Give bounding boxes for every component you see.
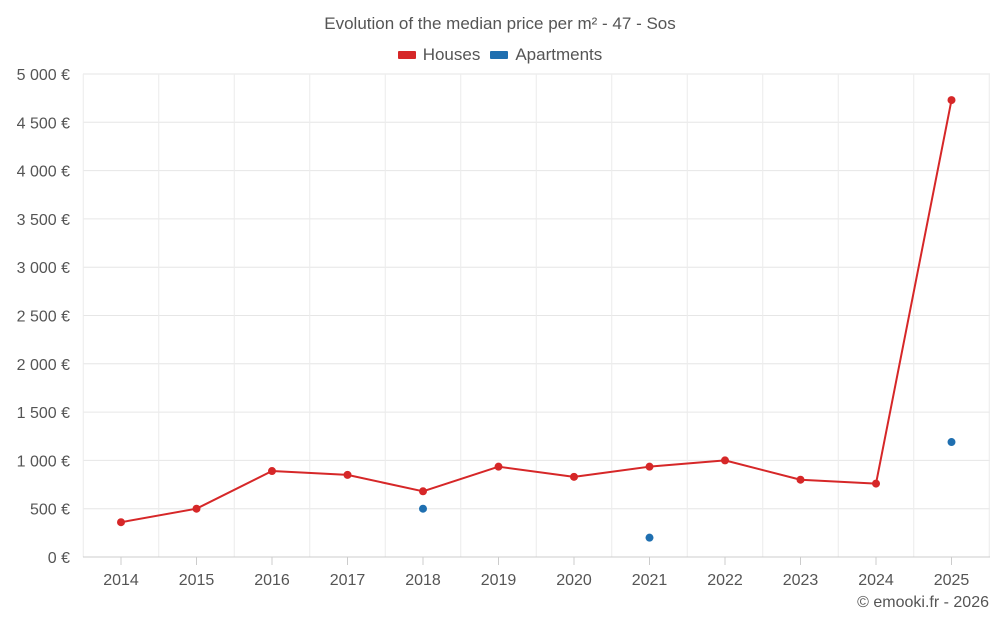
x-tick-label: 2021 [632, 572, 668, 589]
data-point-houses [494, 462, 503, 471]
data-point-apartments [645, 533, 654, 542]
data-point-houses [343, 470, 352, 479]
y-tick-label: 1 500 € [17, 405, 70, 422]
data-point-houses [570, 472, 578, 481]
y-tick-label: 0 € [48, 550, 70, 567]
x-tick-label: 2014 [103, 572, 139, 589]
data-point-apartments [947, 438, 956, 447]
y-tick-label: 5 000 € [17, 67, 70, 84]
y-tick-label: 4 500 € [17, 115, 70, 132]
y-tick-label: 3 500 € [17, 212, 70, 229]
series-line-houses [120, 99, 953, 524]
chart-title: Evolution of the median price per m² - 4… [324, 14, 676, 33]
x-tick-label: 2025 [934, 572, 970, 589]
data-point-houses [268, 467, 276, 476]
y-tick-label: 4 000 € [17, 164, 70, 181]
y-tick-label: 3 000 € [17, 260, 70, 277]
legend-swatch-houses [397, 51, 416, 59]
data-point-houses [796, 475, 805, 484]
x-tick-label: 2024 [858, 572, 894, 589]
y-tick-label: 2 000 € [17, 357, 70, 374]
y-tick-label: 2 500 € [17, 309, 70, 326]
x-tick-label: 2018 [405, 572, 441, 589]
data-point-houses [645, 462, 654, 471]
copyright-footer: © emooki.fr - 2026 [857, 594, 989, 611]
x-tick-label: 2022 [707, 572, 743, 589]
data-point-houses [419, 487, 427, 496]
data-point-houses [872, 479, 880, 488]
x-tick-label: 2017 [330, 572, 366, 589]
legend-item-houses[interactable]: Houses [397, 45, 481, 65]
data-point-houses [117, 518, 125, 527]
legend-swatch-apartments [490, 51, 509, 59]
y-tick-label: 500 € [30, 502, 70, 519]
legend-item-apartments[interactable]: Apartments [490, 45, 602, 65]
x-tick-label: 2023 [783, 572, 819, 589]
legend-label-apartments: Apartments [515, 45, 603, 64]
x-tick-label: 2020 [556, 572, 592, 589]
legend: Houses Apartments [0, 45, 1000, 65]
data-point-houses [947, 96, 956, 105]
x-tick-label: 2019 [481, 572, 517, 589]
data-point-apartments [419, 504, 427, 513]
x-tick-label: 2015 [179, 572, 215, 589]
x-tick-label: 2016 [254, 572, 290, 589]
data-point-houses [721, 456, 729, 465]
legend-label-houses: Houses [422, 45, 481, 64]
data-point-houses [192, 504, 201, 513]
y-tick-label: 1 000 € [17, 453, 70, 470]
